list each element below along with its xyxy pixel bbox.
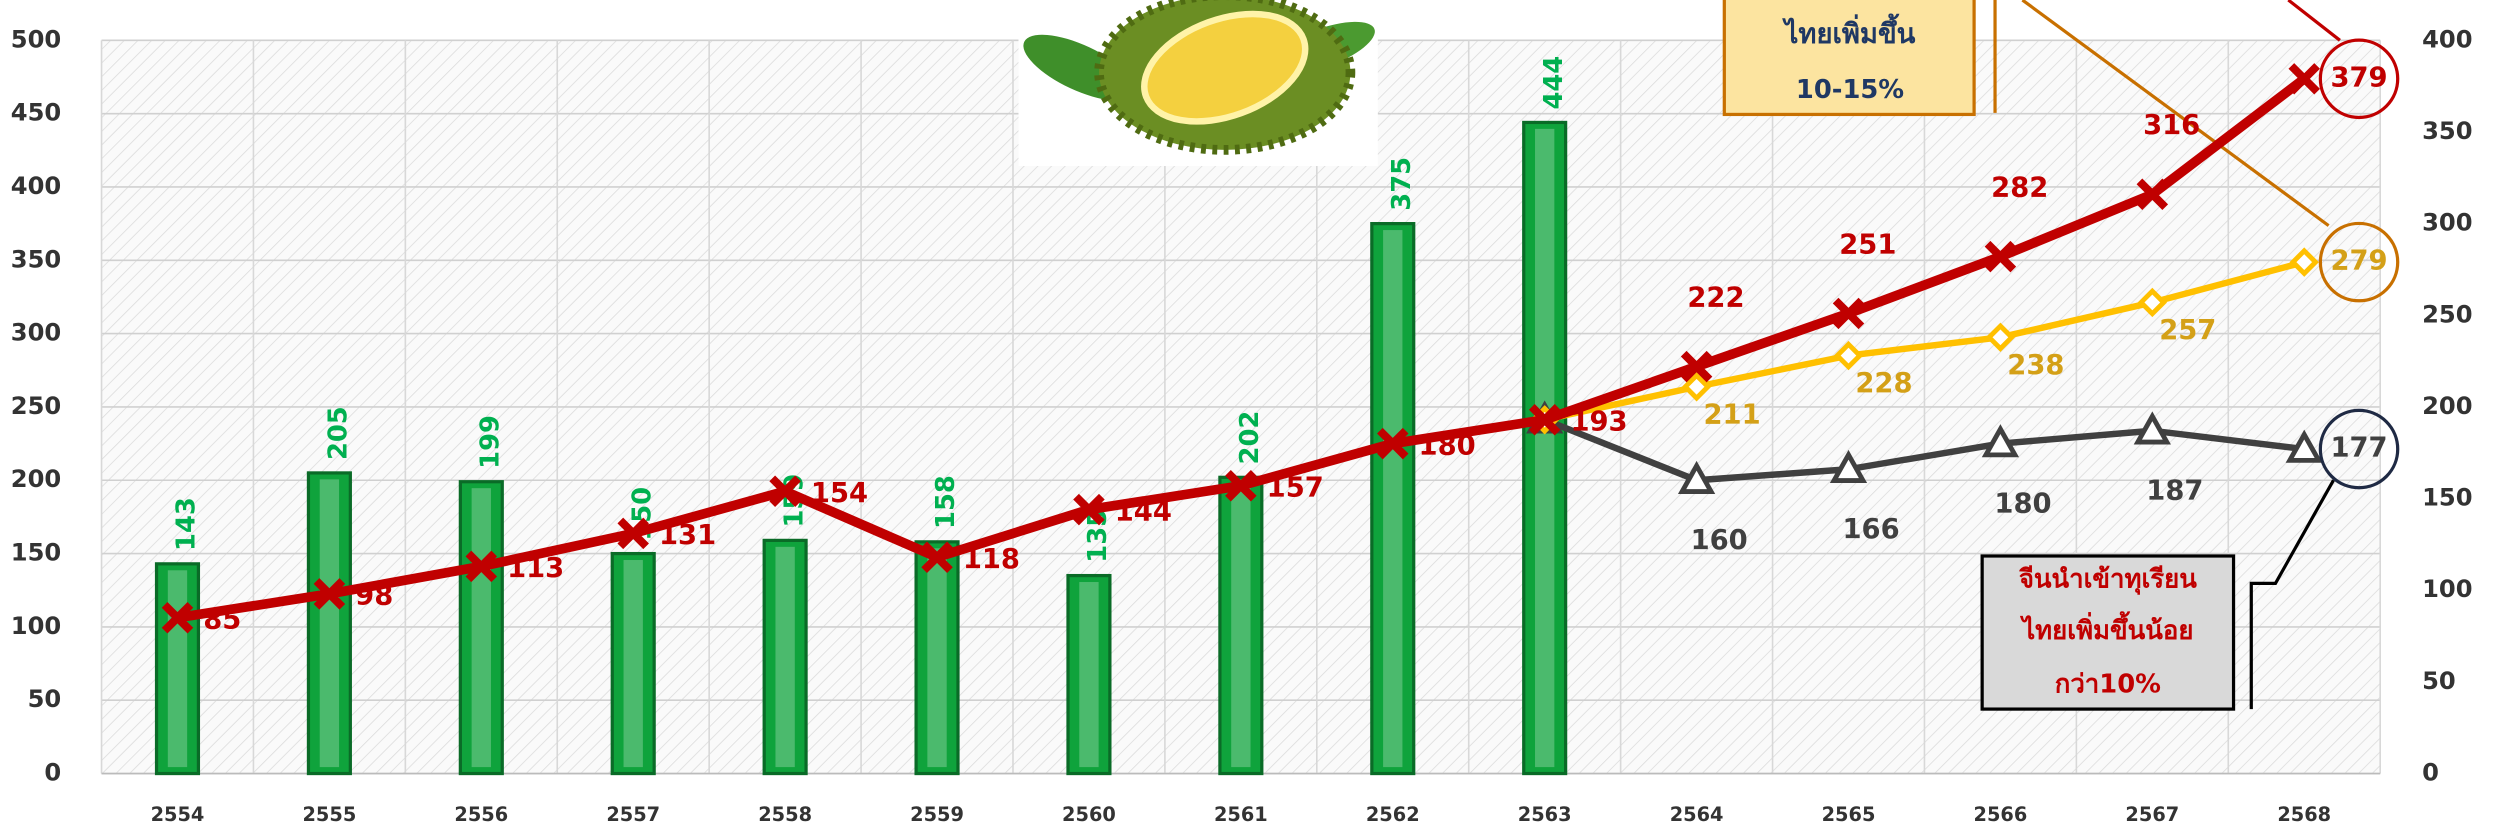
y2-tick-label: 400 [2422, 25, 2472, 53]
line-value-label: 257 [2159, 315, 2216, 346]
chart: ไทยเพิ่มขึ้น 10-15% จีนนำเข้าทุเรียน ไทย… [0, 0, 2493, 839]
y-tick-label: 150 [11, 539, 61, 567]
x-tick-label: 2558 [758, 803, 812, 826]
y2-tick-label: 350 [2422, 117, 2472, 145]
bar-value-label: 143 [172, 497, 202, 551]
line-value-label: 316 [2143, 110, 2200, 141]
bar-highlight [320, 479, 339, 767]
bar-highlight [168, 570, 187, 767]
annotation-text: ไทยเพิ่มขึ้นน้อย [2019, 611, 2193, 646]
annotation-text: ไทยเพิ่มขึ้น [1782, 13, 1916, 50]
x-tick-label: 2565 [1822, 803, 1876, 826]
y-tick-label: 50 [28, 685, 62, 713]
x-tick-label: 2554 [151, 803, 205, 826]
y2-tick-label: 300 [2422, 209, 2472, 237]
x-tick-label: 2555 [302, 803, 356, 826]
line-value-label: 180 [1994, 488, 2051, 519]
line-value-label: 251 [1839, 229, 1896, 260]
line-value-label: 211 [1703, 399, 1760, 430]
line-value-label: 85 [203, 604, 241, 635]
bar-value-label: 199 [475, 415, 505, 469]
y2-tick-label: 0 [2422, 759, 2439, 787]
line-value-label: 131 [659, 520, 716, 551]
x-tick-label: 2562 [1366, 803, 1420, 826]
line-value-label: 98 [355, 581, 393, 612]
y-tick-label: 0 [44, 759, 61, 787]
x-tick-label: 2559 [910, 803, 964, 826]
x-tick-label: 2567 [2125, 803, 2179, 826]
x-tick-label: 2566 [1974, 803, 2028, 826]
bar-highlight [1535, 129, 1554, 767]
y-tick-label: 500 [11, 25, 61, 53]
bar-value-label: 205 [324, 406, 354, 460]
bar-highlight [1383, 230, 1402, 767]
y-tick-label: 350 [11, 245, 61, 273]
line-value-label: 228 [1855, 368, 1912, 399]
line-value-label: 282 [1991, 172, 2048, 203]
y-tick-label: 450 [11, 99, 61, 127]
line-value-label: 279 [2330, 246, 2387, 277]
y-tick-label: 250 [11, 392, 61, 420]
annotation-text: กว่า10% [2055, 669, 2161, 699]
line-value-label: 160 [1691, 525, 1748, 556]
bar-value-label: 158 [931, 475, 961, 529]
x-tick-label: 2556 [454, 803, 508, 826]
x-tick-label: 2557 [606, 803, 660, 826]
y2-tick-label: 250 [2422, 300, 2472, 328]
line-value-label: 187 [2146, 475, 2203, 506]
y-tick-label: 100 [11, 612, 61, 640]
y2-tick-label: 100 [2422, 575, 2472, 603]
bar-highlight [1231, 484, 1250, 767]
line-value-label: 144 [1115, 496, 1172, 527]
bar-value-label: 202 [1235, 411, 1265, 465]
line-value-label: 379 [2330, 62, 2387, 93]
bar-value-label: 375 [1387, 157, 1417, 211]
x-tick-label: 2568 [2277, 803, 2331, 826]
bar-highlight [624, 560, 643, 767]
y-tick-label: 200 [11, 465, 61, 493]
line-value-label: 193 [1570, 406, 1627, 437]
x-tick-label: 2563 [1518, 803, 1572, 826]
line-value-label: 238 [2007, 350, 2064, 381]
line-value-label: 222 [1687, 282, 1744, 313]
annotation-text: จีนนำเข้าทุเรียน [2019, 565, 2197, 596]
y2-tick-label: 200 [2422, 392, 2472, 420]
y-tick-label: 300 [11, 319, 61, 347]
line-value-label: 154 [811, 478, 868, 509]
line-value-label: 113 [507, 553, 564, 584]
x-tick-label: 2560 [1062, 803, 1116, 826]
bar-highlight [472, 488, 491, 767]
annotation-text: 10-15% [1796, 75, 1904, 105]
line-value-label: 166 [1842, 514, 1899, 545]
y2-tick-label: 150 [2422, 484, 2472, 512]
line-value-label: 180 [1419, 430, 1476, 461]
bar-highlight [927, 548, 946, 767]
x-tick-label: 2561 [1214, 803, 1268, 826]
bar-highlight [775, 547, 794, 767]
bar-value-label: 444 [1539, 56, 1569, 110]
x-tick-label: 2564 [1670, 803, 1724, 826]
bar-highlight [1079, 582, 1098, 767]
line-value-label: 118 [963, 544, 1020, 575]
durian-image [1015, 0, 1381, 166]
y2-tick-label: 50 [2422, 667, 2456, 695]
line-value-label: 177 [2330, 433, 2387, 464]
line-value-label: 157 [1267, 472, 1324, 503]
y-tick-label: 400 [11, 172, 61, 200]
